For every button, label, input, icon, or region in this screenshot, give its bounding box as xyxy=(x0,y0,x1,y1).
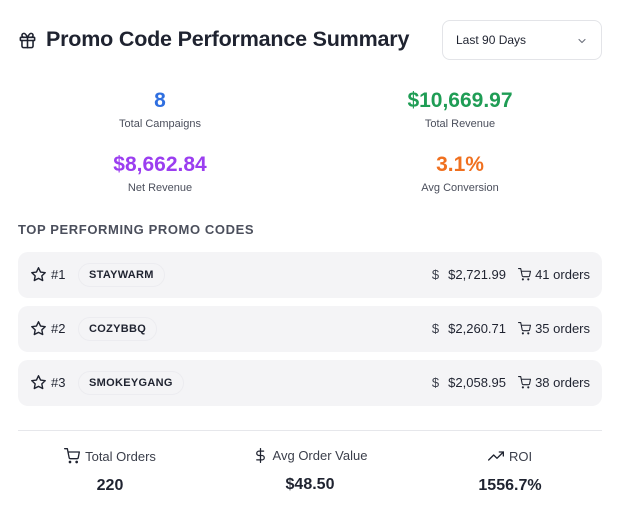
date-range-value: Last 90 Days xyxy=(456,33,527,47)
stat-label: Total Revenue xyxy=(424,118,496,130)
metric-value: $48.50 xyxy=(285,476,335,493)
promo-row[interactable]: #1 STAYWARM $ $2,721.99 41 orders xyxy=(18,252,602,298)
promo-code-badge: STAYWARM xyxy=(78,263,165,287)
gift-icon xyxy=(19,32,36,49)
stat-label: Total Campaigns xyxy=(119,118,201,130)
stat-net-revenue: $8,662.84 Net Revenue xyxy=(50,152,270,194)
stat-value: 8 xyxy=(154,89,166,112)
section-title: TOP PERFORMING PROMO CODES xyxy=(18,222,255,237)
promo-rank: #2 xyxy=(51,321,66,336)
trending-up-icon xyxy=(487,451,504,461)
promo-revenue: $ $2,058.95 xyxy=(432,375,506,390)
chevron-down-icon xyxy=(578,38,586,44)
stat-value: $10,669.97 xyxy=(407,89,513,112)
metric-roi: ROI 1556.7% xyxy=(410,448,610,495)
metric-value: 1556.7% xyxy=(478,477,542,494)
cart-icon xyxy=(64,448,81,464)
metric-avg-order-value: Avg Order Value $48.50 xyxy=(210,448,410,494)
promo-code-badge: SMOKEYGANG xyxy=(78,371,184,395)
dollar-icon: $ xyxy=(431,375,440,390)
header: Promo Code Performance Summary Last 90 D… xyxy=(18,20,602,60)
promo-revenue: $ $2,260.71 xyxy=(432,321,506,336)
promo-orders: 41 orders xyxy=(518,267,590,282)
promo-row[interactable]: #3 SMOKEYGANG $ $2,058.95 38 orders xyxy=(18,360,602,406)
stat-total-campaigns: 8 Total Campaigns xyxy=(50,88,270,130)
promo-revenue-value: $2,058.95 xyxy=(448,375,506,390)
stat-value: 3.1% xyxy=(436,153,484,176)
dollar-icon xyxy=(255,448,265,463)
star-icon xyxy=(31,321,46,336)
metric-label-text: Avg Order Value xyxy=(272,448,368,463)
stat-total-revenue: $10,669.97 Total Revenue xyxy=(350,88,570,130)
promo-revenue-value: $2,260.71 xyxy=(448,321,506,336)
cart-icon xyxy=(518,268,532,281)
promo-row[interactable]: #2 COZYBBQ $ $2,260.71 35 orders xyxy=(18,306,602,352)
promo-rank: #1 xyxy=(51,267,66,282)
cart-icon xyxy=(518,322,532,335)
promo-orders: 35 orders xyxy=(518,321,590,336)
promo-orders-value: 38 orders xyxy=(535,375,590,390)
promo-code-badge: COZYBBQ xyxy=(78,317,158,341)
promo-orders-value: 35 orders xyxy=(535,321,590,336)
metric-total-orders: Total Orders 220 xyxy=(10,448,210,495)
date-range-select[interactable]: Last 90 Days xyxy=(442,20,602,60)
page-title: Promo Code Performance Summary xyxy=(46,27,410,51)
dollar-icon: $ xyxy=(431,321,440,336)
metric-value: 220 xyxy=(96,477,124,494)
cart-icon xyxy=(518,376,532,389)
metric-label: Avg Order Value xyxy=(210,448,410,463)
promo-rank: #3 xyxy=(51,375,66,390)
metric-label-text: ROI xyxy=(508,449,533,464)
stat-value: $8,662.84 xyxy=(113,153,207,176)
stat-avg-conversion: 3.1% Avg Conversion xyxy=(350,152,570,194)
metric-label-text: Total Orders xyxy=(85,449,156,464)
promo-orders-value: 41 orders xyxy=(535,267,590,282)
promo-revenue: $ $2,721.99 xyxy=(432,267,506,282)
promo-orders: 38 orders xyxy=(518,375,590,390)
metric-label: Total Orders xyxy=(10,448,210,464)
star-icon xyxy=(31,375,46,390)
metric-label: ROI xyxy=(410,448,610,464)
dollar-icon: $ xyxy=(431,267,440,282)
promo-revenue-value: $2,721.99 xyxy=(448,267,506,282)
stat-label: Avg Conversion xyxy=(421,182,499,194)
star-icon xyxy=(31,267,46,282)
divider xyxy=(18,430,602,431)
stat-label: Net Revenue xyxy=(127,182,193,194)
